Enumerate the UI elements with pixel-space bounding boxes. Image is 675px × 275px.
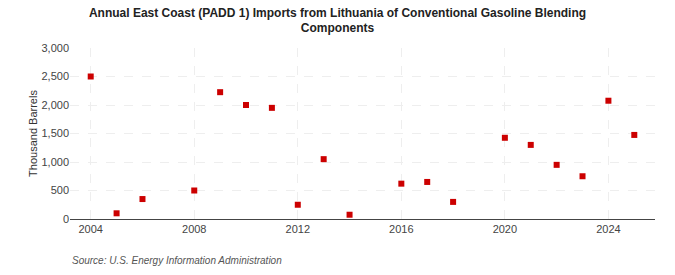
svg-text:0: 0 [63, 213, 69, 225]
svg-text:500: 500 [51, 184, 69, 196]
svg-text:2012: 2012 [286, 223, 310, 235]
svg-text:Thousand Barrels: Thousand Barrels [27, 90, 39, 177]
svg-text:2016: 2016 [389, 223, 413, 235]
svg-text:2008: 2008 [182, 223, 206, 235]
svg-text:2024: 2024 [596, 223, 620, 235]
svg-text:1,000: 1,000 [41, 156, 69, 168]
svg-text:2,000: 2,000 [41, 99, 69, 111]
svg-text:3,000: 3,000 [41, 42, 69, 54]
svg-text:2,500: 2,500 [41, 70, 69, 82]
svg-text:Annual East Coast (PADD 1) Imp: Annual East Coast (PADD 1) Imports from … [89, 6, 586, 36]
svg-text:2004: 2004 [78, 223, 102, 235]
svg-text:1,500: 1,500 [41, 127, 69, 139]
svg-text:Source: U.S. Energy Informatio: Source: U.S. Energy Information Administ… [72, 255, 282, 266]
svg-text:2020: 2020 [493, 223, 517, 235]
